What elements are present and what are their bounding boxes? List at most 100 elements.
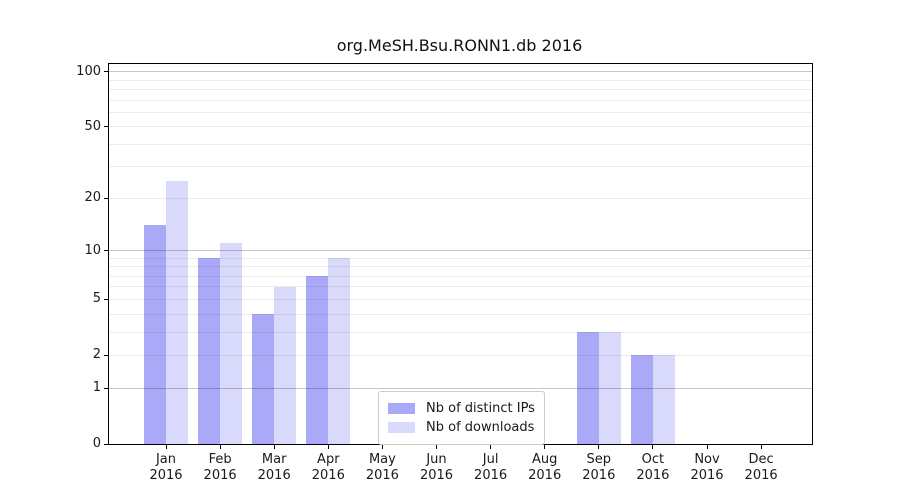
y-tick-label-100: 100 xyxy=(76,63,101,79)
y-tick-mark-20 xyxy=(104,197,109,199)
x-tick-year: 2016 xyxy=(474,468,508,483)
x-tick-label-dec: Dec 2016 xyxy=(733,452,789,484)
bar-distinct-ips-jan xyxy=(144,225,166,444)
y-tick-mark-100 xyxy=(104,71,109,73)
bar-distinct-ips-mar xyxy=(252,314,275,444)
x-tick-month: Sep xyxy=(586,452,612,467)
x-tick-year: 2016 xyxy=(311,468,345,483)
y-tick-label-1: 1 xyxy=(92,380,101,396)
major-gridline-100 xyxy=(109,71,812,73)
bar-downloads-oct xyxy=(652,355,675,444)
minor-gridline-20 xyxy=(109,197,812,199)
x-tick-year: 2016 xyxy=(365,468,399,483)
minor-gridline-2 xyxy=(109,354,812,356)
y-tick-mark-10 xyxy=(104,250,109,252)
x-tick-month: Feb xyxy=(208,452,232,467)
x-tick-label-mar: Mar 2016 xyxy=(246,452,302,484)
minor-gridline-50 xyxy=(109,126,812,128)
minor-gridline-6 xyxy=(109,286,812,288)
y-tick-label-10: 10 xyxy=(84,242,101,258)
x-tick-year: 2016 xyxy=(203,468,237,483)
bars-layer xyxy=(109,64,812,444)
minor-gridline-80 xyxy=(109,88,812,90)
x-tick-year: 2016 xyxy=(636,468,670,483)
x-tick-mark-mar xyxy=(273,444,275,449)
x-tick-mark-sep xyxy=(598,444,600,449)
y-tick-mark-1 xyxy=(104,387,109,389)
x-tick-mark-jan xyxy=(165,444,167,449)
major-gridline-1 xyxy=(109,387,812,389)
chart-title: org.MeSH.Bsu.RONN1.db 2016 xyxy=(336,36,583,55)
x-tick-year: 2016 xyxy=(149,468,183,483)
minor-gridline-9 xyxy=(109,257,812,259)
x-tick-month: Jul xyxy=(482,452,499,467)
minor-gridline-4 xyxy=(109,313,812,315)
x-tick-mark-aug xyxy=(544,444,546,449)
x-tick-label-jan: Jan 2016 xyxy=(138,452,194,484)
x-tick-label-feb: Feb 2016 xyxy=(192,452,248,484)
y-tick-mark-5 xyxy=(104,298,109,300)
minor-gridline-8 xyxy=(109,266,812,268)
x-tick-label-nov: Nov 2016 xyxy=(679,452,735,484)
bar-downloads-sep xyxy=(598,332,621,444)
minor-gridline-90 xyxy=(109,79,812,81)
x-tick-mark-may xyxy=(381,444,383,449)
x-tick-month: Dec xyxy=(748,452,774,467)
x-tick-year: 2016 xyxy=(528,468,562,483)
x-tick-year: 2016 xyxy=(257,468,291,483)
x-tick-label-apr: Apr 2016 xyxy=(300,452,356,484)
minor-gridline-60 xyxy=(109,111,812,113)
x-tick-month: Mar xyxy=(261,452,287,467)
x-tick-month: Oct xyxy=(641,452,665,467)
x-tick-month: Nov xyxy=(694,452,720,467)
x-tick-label-sep: Sep 2016 xyxy=(571,452,627,484)
minor-gridline-5 xyxy=(109,298,812,300)
legend: Nb of distinct IPs Nb of downloads xyxy=(378,391,545,445)
x-tick-mark-nov xyxy=(706,444,708,449)
legend-label-distinct-ips: Nb of distinct IPs xyxy=(426,401,535,416)
x-tick-label-may: May 2016 xyxy=(354,452,410,484)
bar-downloads-mar xyxy=(274,286,297,444)
minor-gridline-70 xyxy=(109,99,812,101)
x-tick-label-jul: Jul 2016 xyxy=(463,452,519,484)
y-tick-label-5: 5 xyxy=(92,291,101,307)
gridlines-layer xyxy=(109,64,812,444)
y-tick-mark-2 xyxy=(104,354,109,356)
x-tick-year: 2016 xyxy=(419,468,454,483)
x-tick-mark-oct xyxy=(652,444,654,449)
x-tick-year: 2016 xyxy=(744,468,778,483)
x-tick-month: May xyxy=(368,452,396,467)
bar-downloads-apr xyxy=(328,258,351,444)
plot-area: 0 1 2 5 10 20 50 100 Jan 2016 Feb 2016 Mar 2016 Apr 201… xyxy=(76,63,813,483)
bar-distinct-ips-oct xyxy=(630,355,653,444)
x-tick-mark-jul xyxy=(490,444,492,449)
bar-downloads-jan xyxy=(166,181,188,444)
y-tick-label-0: 0 xyxy=(92,436,101,451)
bar-distinct-ips-sep xyxy=(576,332,599,444)
major-gridline-10 xyxy=(109,250,812,252)
x-tick-year: 2016 xyxy=(582,468,616,483)
x-tick-mark-dec xyxy=(760,444,762,449)
minor-gridline-7 xyxy=(109,275,812,277)
legend-item-downloads: Nb of downloads xyxy=(388,419,534,436)
legend-swatch-distinct-ips xyxy=(388,403,415,414)
bar-distinct-ips-feb xyxy=(198,258,221,444)
minor-gridline-30 xyxy=(109,166,812,168)
x-tick-mark-feb xyxy=(219,444,221,449)
y-tick-mark-50 xyxy=(104,126,109,128)
legend-label-downloads: Nb of downloads xyxy=(426,420,535,435)
x-tick-year: 2016 xyxy=(690,468,724,483)
y-tick-label-20: 20 xyxy=(84,190,101,206)
x-tick-month: Jan xyxy=(155,452,177,467)
minor-gridline-3 xyxy=(109,331,812,333)
bar-distinct-ips-apr xyxy=(306,276,329,444)
y-tick-mark-0 xyxy=(104,443,109,445)
legend-swatch-downloads xyxy=(388,422,415,433)
x-tick-month: Aug xyxy=(531,452,558,467)
x-tick-month: Apr xyxy=(317,452,340,467)
minor-gridline-40 xyxy=(109,143,812,145)
x-tick-month: Jun xyxy=(426,452,447,467)
y-tick-label-2: 2 xyxy=(92,347,101,363)
bar-downloads-feb xyxy=(220,243,243,444)
